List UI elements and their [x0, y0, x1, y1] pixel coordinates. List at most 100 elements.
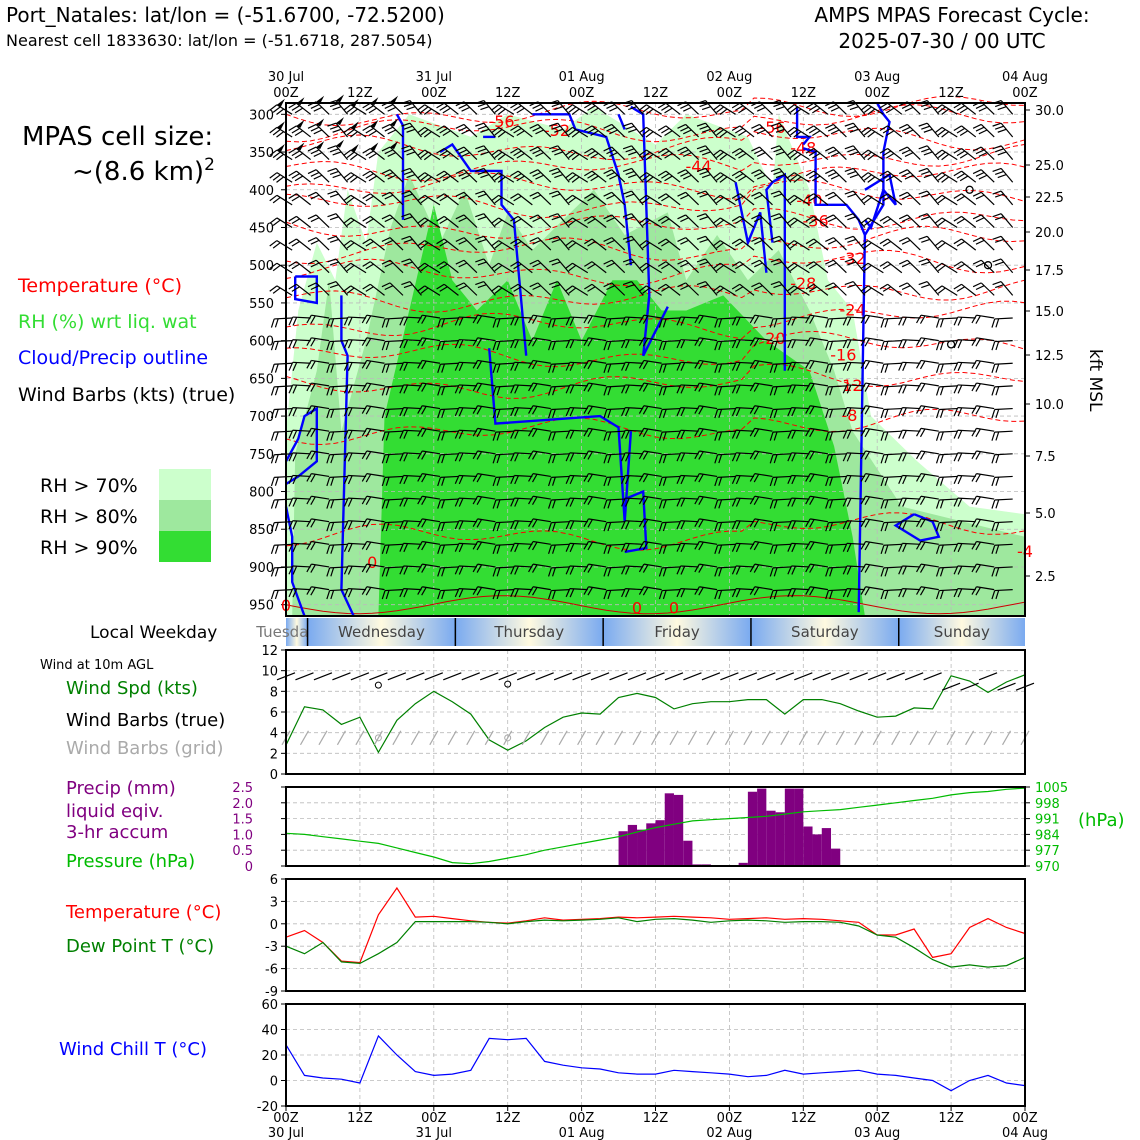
wind-barb-feather	[698, 564, 704, 573]
wind-barb-shaft	[296, 215, 312, 228]
wind-barb-feather	[343, 520, 349, 530]
pressure-tick-label: 350	[249, 146, 274, 161]
pressure-tick-label: 600	[249, 335, 274, 350]
precip-tick-label: 1.5	[232, 813, 253, 828]
wind-barb-feather	[401, 213, 411, 218]
wind-barb	[916, 337, 939, 347]
wind-barb-feather	[531, 496, 538, 505]
wind-barb-shaft	[736, 339, 755, 342]
wind-barb-shaft	[385, 407, 404, 411]
wind-barb-feather	[385, 409, 390, 419]
wind-barb-feather	[676, 475, 682, 484]
wind-barb-feather	[565, 384, 571, 394]
wind-barb-feather	[661, 286, 670, 292]
wind-barb	[399, 565, 422, 575]
wind-barb-feather	[603, 318, 608, 328]
bottom-date-label: 03 Aug	[854, 1126, 900, 1140]
wind-barb-feather	[677, 123, 686, 129]
wind-barb-feather	[458, 362, 464, 372]
wind-barb-feather	[680, 149, 689, 155]
wind-barb-shaft	[865, 540, 884, 545]
wind-barb	[825, 317, 847, 328]
legend-cloud: Cloud/Precip outline	[18, 347, 208, 369]
true-wind-barb	[664, 672, 684, 681]
wind-barb-shaft	[366, 427, 385, 432]
wind-barb-feather	[677, 259, 686, 265]
wind-barb-feather	[860, 473, 867, 482]
wind-barb-feather	[590, 152, 599, 159]
wind-barb	[399, 429, 422, 439]
wind-barb-feather	[825, 259, 834, 265]
wind-barb-feather	[403, 520, 409, 530]
wind-barb-feather	[994, 148, 1004, 153]
wind-barb-shaft	[810, 450, 829, 455]
wind-barb-feather	[365, 127, 374, 134]
wind-barb	[860, 473, 884, 483]
wind-barb-feather	[547, 522, 552, 532]
wind-barb-shaft	[611, 146, 626, 161]
wind-barb-feather	[401, 281, 411, 286]
wind-barb-feather	[805, 360, 811, 369]
wind-barb-shaft	[335, 258, 349, 274]
wind-barb-feather	[514, 362, 519, 372]
wind-barb	[787, 520, 810, 530]
wind-barb-feather	[731, 238, 741, 245]
wind-barb-shaft	[422, 540, 441, 545]
wind-barb-feather	[327, 122, 337, 127]
wind-barb-shaft	[477, 427, 496, 432]
wind-barb-shaft	[906, 191, 921, 206]
wind-barb	[953, 125, 977, 138]
wind-barb	[381, 407, 404, 419]
wind-barb-feather	[805, 170, 815, 177]
wind-barb	[269, 194, 293, 206]
true-wind-barb	[738, 672, 758, 681]
wind-barb	[860, 104, 884, 115]
wind-barb-feather	[773, 499, 778, 509]
wind-barb-feather	[436, 215, 445, 222]
wind-barb-feather	[791, 498, 797, 507]
pressure-tick-label: 550	[249, 297, 274, 312]
wind-barb-feather	[368, 152, 377, 159]
wind-barb-feather	[307, 214, 317, 220]
wind-barb-feather	[825, 341, 830, 351]
wind-barb-shaft	[572, 104, 589, 115]
wind-barb-feather	[347, 317, 353, 326]
wind-barb-feather	[770, 281, 780, 286]
wind-barb	[417, 194, 441, 206]
weekday-label: Sunday	[934, 623, 990, 641]
temp-contour-label: 0	[669, 598, 679, 617]
wind-barb-feather	[587, 150, 596, 157]
wind-barb-feather	[882, 150, 892, 157]
wind-barb-shaft	[403, 474, 422, 478]
wind-barb-shaft	[631, 168, 644, 183]
wind-barb-feather	[658, 431, 663, 441]
wind-barb-feather	[975, 451, 981, 460]
wind-barb-shaft	[588, 586, 607, 591]
wind-barb-feather	[864, 383, 871, 392]
wind-barb-feather	[662, 476, 667, 486]
wind-barb-shaft	[939, 317, 958, 320]
wind-barb-shaft	[424, 104, 441, 115]
wind-barb-feather	[551, 125, 561, 130]
wind-barb-shaft	[440, 453, 459, 456]
wind-barb-shaft	[920, 563, 939, 568]
wind-barb-feather	[437, 545, 442, 555]
wind-barb	[844, 281, 866, 296]
wind-barb-shaft	[887, 215, 903, 228]
wind-barb-feather	[621, 543, 626, 552]
wind-barb	[842, 361, 865, 372]
wind-barb-feather	[898, 237, 908, 242]
wind-barb-feather	[547, 590, 552, 600]
wind-barb-feather	[564, 172, 573, 179]
wind-barb-feather	[455, 282, 465, 288]
wind-barb-feather	[756, 152, 766, 158]
wind-barb-feather	[756, 129, 766, 135]
wind-barb-feather	[712, 262, 721, 270]
wind-barb-shaft	[680, 542, 699, 545]
wind-barb-feather	[621, 475, 626, 484]
wind-barb-feather	[701, 151, 711, 156]
wind-barb-shaft	[329, 498, 348, 501]
wind-barb-shaft	[409, 235, 422, 251]
wind-barb	[786, 262, 810, 274]
wind-barb-shaft	[611, 169, 626, 183]
